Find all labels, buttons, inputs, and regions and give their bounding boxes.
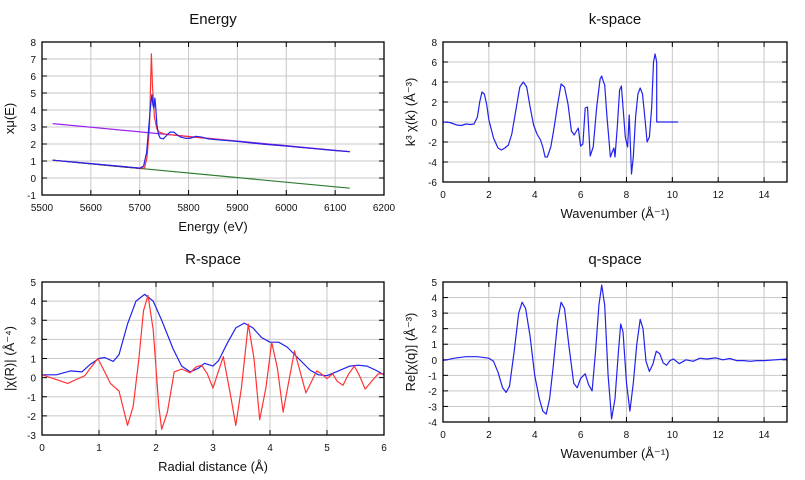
energy-y-tick-label: 4 (30, 106, 36, 117)
energy-y-tick-label: 7 (30, 55, 36, 66)
rspace-x-tick-label: 2 (153, 443, 159, 454)
kspace-y-tick-label: 8 (431, 38, 437, 49)
qspace-x-tick-label: 6 (578, 430, 584, 441)
kspace-y-axis-label: k³ χ(k) (Å⁻³) (403, 78, 418, 147)
kspace-plot-frame (442, 41, 788, 183)
energy-x-tick-label: 5800 (177, 203, 200, 214)
energy-y-tick-label: 3 (30, 123, 36, 134)
rspace-y-tick-label: 5 (30, 278, 36, 289)
kspace-y-tick-label: -6 (428, 178, 437, 189)
energy-y-tick-label: 8 (30, 38, 36, 49)
energy-y-tick-label: 6 (30, 72, 36, 83)
rspace-y-tick-label: 2 (30, 335, 36, 346)
qspace-x-tick-label: 2 (486, 430, 492, 441)
energy-x-tick-label: 5500 (31, 203, 54, 214)
rspace-y-tick-label: 4 (30, 297, 36, 308)
kspace-x-axis-label: Wavenumber (Å⁻¹) (561, 206, 670, 221)
rspace-x-axis-label: Radial distance (Å) (158, 459, 268, 474)
kspace-y-tick-label: 0 (431, 118, 437, 129)
energy-x-tick-label: 5900 (226, 203, 249, 214)
energy-y-tick-label: 0 (30, 174, 36, 185)
qspace-y-tick-label: 3 (431, 309, 437, 320)
energy-title: Energy (189, 11, 237, 28)
qspace-y-tick-label: 1 (431, 340, 437, 351)
kspace-x-tick-label: 6 (578, 190, 584, 201)
rspace-panel: R-space 0 1 2 3 4 5 6 -3 -2 -1 0 1 2 3 4 5 Radial distanc… (2, 251, 387, 474)
energy-x-axis-label: Energy (eV) (178, 219, 247, 234)
rspace-y-tick-label: 0 (30, 374, 36, 385)
energy-panel: Energy 5500 5600 5700 5800 5900 6000 6100 6200 -1… (2, 11, 396, 234)
rspace-x-tick-label: 4 (267, 443, 273, 454)
rspace-y-tick-label: 1 (30, 355, 36, 366)
qspace-y-tick-label: 5 (431, 278, 437, 289)
energy-x-tick-label: 6100 (324, 203, 347, 214)
rspace-series-magnitude (42, 293, 384, 377)
qspace-y-tick-label: 2 (431, 325, 437, 336)
rspace-plot-frame (41, 281, 385, 436)
kspace-x-tick-label: 12 (713, 190, 725, 201)
rspace-series-real (42, 294, 384, 430)
kspace-series-chi (443, 53, 679, 175)
energy-x-tick-label: 6000 (275, 203, 298, 214)
rspace-x-tick-label: 1 (96, 443, 102, 454)
energy-series-data (52, 94, 350, 169)
kspace-x-tick-label: 4 (532, 190, 538, 201)
qspace-y-tick-label: -3 (428, 402, 437, 413)
qspace-y-tick-label: -4 (428, 418, 437, 429)
kspace-x-tick-label: 2 (486, 190, 492, 201)
energy-plot-frame (41, 41, 385, 196)
qspace-x-tick-label: 10 (667, 430, 679, 441)
qspace-x-tick-label: 8 (624, 430, 630, 441)
rspace-y-axis-label: |χ(R)| (Å⁻⁴) (2, 326, 17, 391)
qspace-x-axis-label: Wavenumber (Å⁻¹) (561, 446, 670, 461)
kspace-y-tick-label: 6 (431, 58, 437, 69)
qspace-plot-frame (442, 281, 788, 423)
energy-x-tick-label: 5600 (80, 203, 103, 214)
qspace-y-axis-label: Re[χ(q)] (Å⁻³) (403, 313, 418, 392)
kspace-x-tick-label: 0 (440, 190, 446, 201)
energy-y-tick-label: 2 (30, 140, 36, 151)
rspace-title: R-space (185, 251, 241, 268)
qspace-x-tick-label: 0 (440, 430, 446, 441)
kspace-y-tick-label: -4 (428, 158, 437, 169)
kspace-y-tick-label: 4 (431, 78, 437, 89)
qspace-y-tick-label: 0 (431, 356, 437, 367)
rspace-y-tick-label: -1 (27, 393, 36, 404)
energy-series-background (52, 53, 350, 169)
qspace-y-tick-label: -2 (428, 387, 437, 398)
qspace-y-tick-label: 4 (431, 294, 437, 305)
kspace-y-tick-label: -2 (428, 138, 437, 149)
kspace-x-tick-label: 14 (759, 190, 771, 201)
rspace-y-tick-label: -3 (27, 431, 36, 442)
rspace-x-tick-label: 6 (381, 443, 387, 454)
rspace-y-tick-label: 3 (30, 316, 36, 327)
qspace-y-tick-label: -1 (428, 371, 437, 382)
rspace-x-tick-label: 5 (324, 443, 330, 454)
energy-x-tick-label: 6200 (373, 203, 396, 214)
kspace-y-tick-label: 2 (431, 98, 437, 109)
rspace-y-tick-label: -2 (27, 412, 36, 423)
kspace-title: k-space (589, 11, 642, 28)
energy-y-axis-label: xμ(E) (2, 103, 17, 134)
energy-y-tick-label: 5 (30, 89, 36, 100)
qspace-series-q (443, 284, 787, 420)
kspace-panel: k-space 0 2 4 6 8 10 12 14 -6 -4 -2 0 2 4 6 8 Wavenumber … (403, 11, 788, 221)
qspace-x-tick-label: 4 (532, 430, 538, 441)
kspace-x-tick-label: 10 (667, 190, 679, 201)
energy-y-tick-label: -1 (27, 191, 36, 202)
energy-x-tick-label: 5700 (129, 203, 152, 214)
rspace-x-tick-label: 3 (210, 443, 216, 454)
energy-y-tick-label: 1 (30, 157, 36, 168)
kspace-x-tick-label: 8 (624, 190, 630, 201)
rspace-x-tick-label: 0 (39, 443, 45, 454)
qspace-title: q-space (588, 251, 641, 268)
qspace-x-tick-label: 14 (759, 430, 771, 441)
qspace-x-tick-label: 12 (713, 430, 725, 441)
